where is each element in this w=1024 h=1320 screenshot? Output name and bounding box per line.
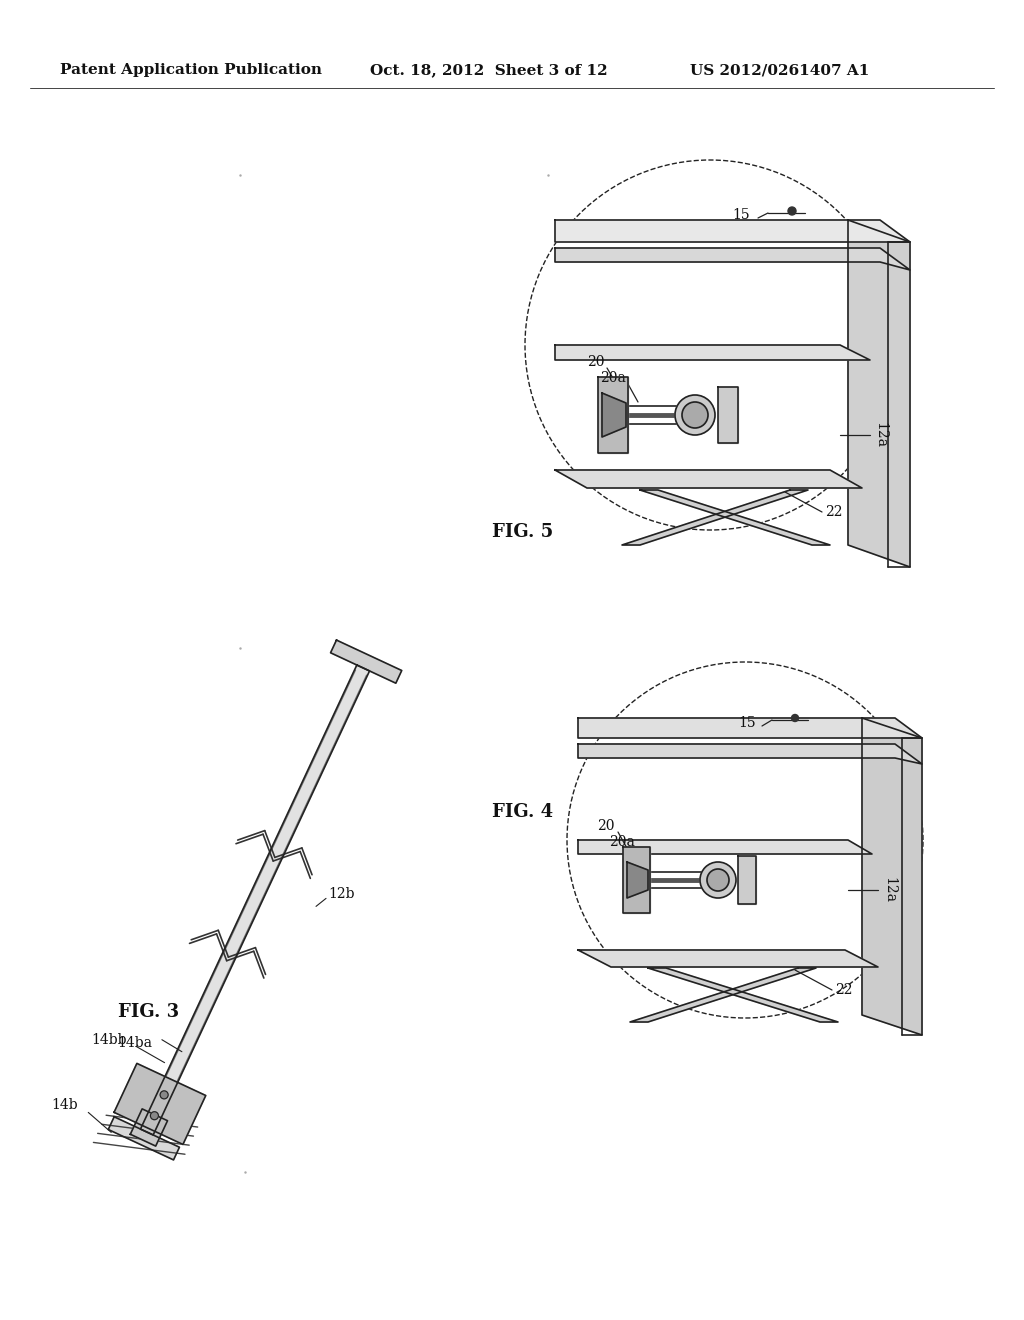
Text: 14ba: 14ba xyxy=(117,1036,152,1049)
Polygon shape xyxy=(555,220,910,242)
Polygon shape xyxy=(718,387,738,444)
Circle shape xyxy=(788,207,796,215)
Circle shape xyxy=(700,862,736,898)
Polygon shape xyxy=(848,220,910,568)
Circle shape xyxy=(792,714,799,722)
Polygon shape xyxy=(578,950,878,968)
Circle shape xyxy=(682,403,708,428)
Text: 12b: 12b xyxy=(328,887,354,902)
Text: 15: 15 xyxy=(738,715,756,730)
Polygon shape xyxy=(630,968,816,1022)
Polygon shape xyxy=(114,1064,206,1144)
Text: Oct. 18, 2012  Sheet 3 of 12: Oct. 18, 2012 Sheet 3 of 12 xyxy=(370,63,607,77)
Text: 20a: 20a xyxy=(609,836,635,849)
Text: 15: 15 xyxy=(732,209,750,222)
Polygon shape xyxy=(648,968,838,1022)
Text: 14b: 14b xyxy=(51,1098,78,1113)
Polygon shape xyxy=(109,1117,179,1160)
Polygon shape xyxy=(578,718,922,738)
Polygon shape xyxy=(862,718,922,1035)
Polygon shape xyxy=(640,490,830,545)
Polygon shape xyxy=(331,640,401,684)
Text: US 2012/0261407 A1: US 2012/0261407 A1 xyxy=(690,63,869,77)
Polygon shape xyxy=(140,665,370,1135)
Circle shape xyxy=(160,1090,168,1098)
Polygon shape xyxy=(578,840,872,854)
Polygon shape xyxy=(598,378,628,453)
Circle shape xyxy=(151,1111,159,1119)
Text: 22: 22 xyxy=(825,506,843,519)
Text: Patent Application Publication: Patent Application Publication xyxy=(60,63,322,77)
Circle shape xyxy=(707,869,729,891)
Text: FIG. 4: FIG. 4 xyxy=(492,803,553,821)
Polygon shape xyxy=(627,862,648,898)
Text: FIG. 5: FIG. 5 xyxy=(492,523,553,541)
Text: 20a: 20a xyxy=(600,371,626,385)
Polygon shape xyxy=(623,847,650,913)
Polygon shape xyxy=(578,744,922,764)
Text: 20: 20 xyxy=(588,355,605,370)
Text: 12a: 12a xyxy=(882,876,896,903)
Polygon shape xyxy=(738,855,756,904)
Text: 12a: 12a xyxy=(873,422,887,447)
Text: 22: 22 xyxy=(835,983,853,997)
Circle shape xyxy=(675,395,715,436)
Polygon shape xyxy=(555,470,862,488)
Text: 20: 20 xyxy=(597,818,615,833)
Polygon shape xyxy=(555,345,870,360)
Polygon shape xyxy=(622,490,808,545)
Polygon shape xyxy=(130,1109,168,1146)
Polygon shape xyxy=(602,393,626,437)
Text: FIG. 3: FIG. 3 xyxy=(118,1003,179,1020)
Text: 14bb: 14bb xyxy=(91,1032,127,1047)
Polygon shape xyxy=(555,248,910,271)
